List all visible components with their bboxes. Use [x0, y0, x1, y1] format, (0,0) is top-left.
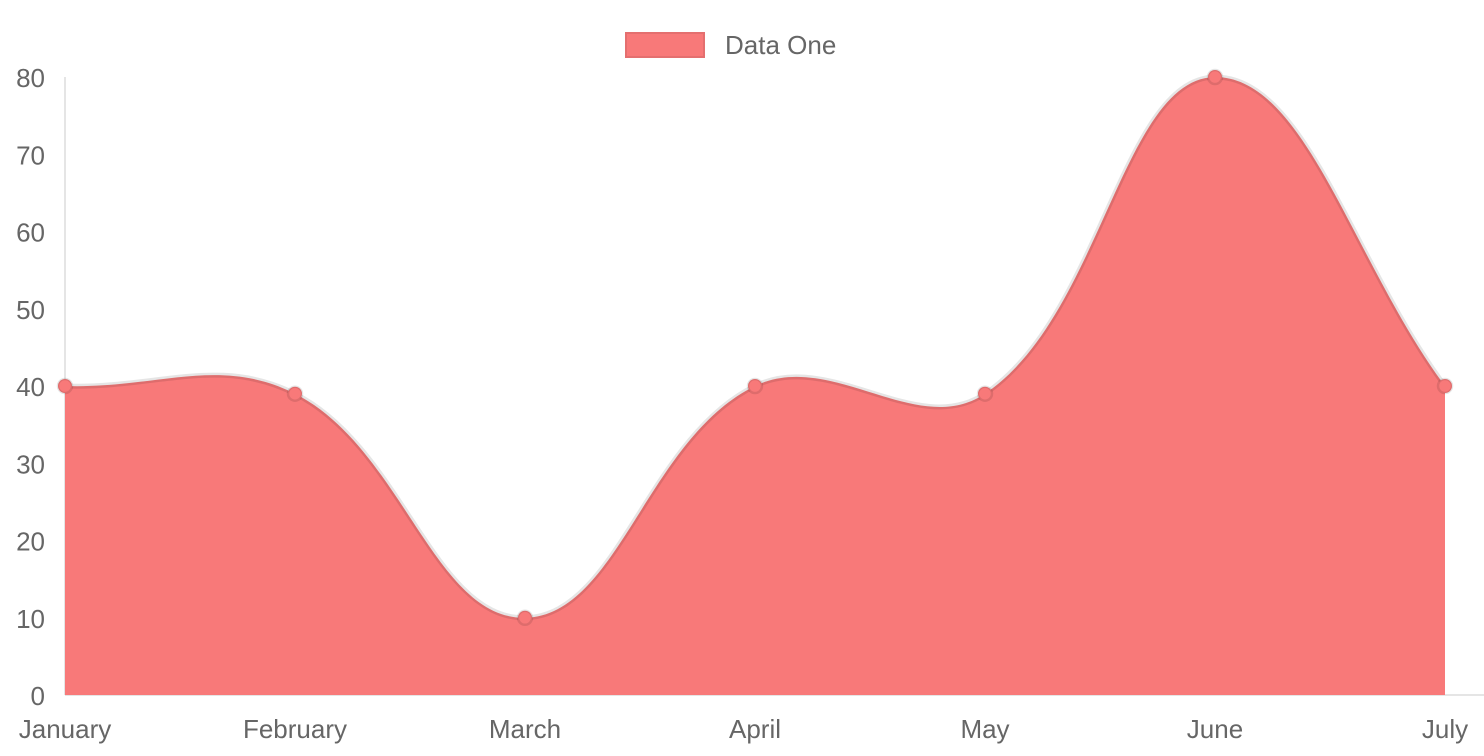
- y-tick-label: 30: [16, 449, 45, 479]
- x-tick-label: January: [19, 714, 112, 744]
- chart-legend: Data One: [625, 32, 836, 58]
- y-tick-label: 80: [16, 63, 45, 93]
- x-tick-label: June: [1187, 714, 1243, 744]
- data-point-april[interactable]: [746, 377, 764, 395]
- y-tick-label: 40: [16, 372, 45, 402]
- x-tick-label: July: [1422, 714, 1468, 744]
- legend-label[interactable]: Data One: [725, 30, 837, 60]
- data-point-january[interactable]: [56, 377, 74, 395]
- y-tick-label: 50: [16, 295, 45, 325]
- data-point-june[interactable]: [1206, 68, 1224, 86]
- x-tick-label: April: [729, 714, 781, 744]
- data-point-february[interactable]: [286, 385, 304, 402]
- x-tick-label: May: [960, 714, 1009, 744]
- data-point-july[interactable]: [1436, 377, 1454, 395]
- y-tick-label: 70: [16, 140, 45, 170]
- x-tick-label: March: [489, 714, 561, 744]
- legend-swatch[interactable]: [625, 32, 705, 58]
- data-point-may[interactable]: [976, 385, 994, 402]
- y-tick-label: 10: [16, 604, 45, 634]
- y-tick-label: 20: [16, 527, 45, 557]
- x-tick-label: February: [243, 714, 347, 744]
- y-tick-label: 60: [16, 218, 45, 248]
- y-tick-label: 0: [31, 681, 45, 711]
- data-point-march[interactable]: [516, 609, 534, 626]
